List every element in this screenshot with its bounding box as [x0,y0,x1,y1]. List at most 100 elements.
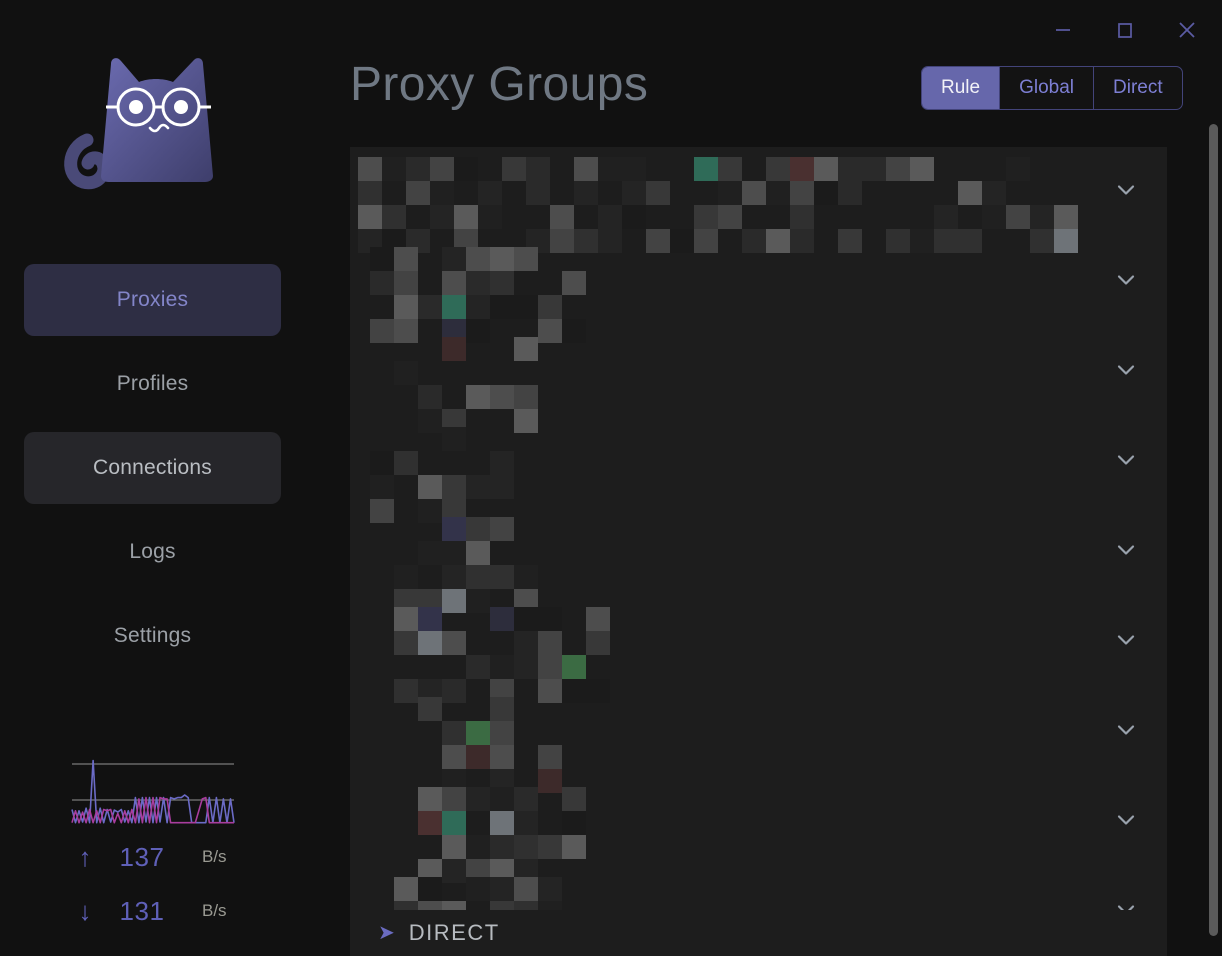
redacted-block [646,229,670,253]
chevron-down-icon[interactable] [1113,537,1139,568]
redacted-block [418,541,442,565]
redacted-block [370,271,394,295]
redacted-block [790,229,814,253]
chevron-down-icon[interactable] [1113,267,1139,298]
redacted-block [586,679,610,703]
sidebar-item-logs[interactable]: Logs [24,516,281,588]
proxy-group-row[interactable] [350,327,1167,433]
redacted-block [814,157,838,181]
redacted-block [514,787,538,811]
redacted-block [466,721,490,745]
redacted-block [622,205,646,229]
proxy-groups-panel[interactable]: ➤ DIRECT [350,147,1167,956]
redacted-block [1030,229,1054,253]
redacted-block [514,385,538,409]
redacted-block [442,337,466,361]
redacted-block [358,205,382,229]
chevron-down-icon[interactable] [1113,627,1139,658]
redacted-block [418,697,442,721]
redacted-block [538,631,562,655]
redacted-block [550,229,574,253]
mode-button-label: Direct [1113,77,1163,98]
redacted-block [814,181,838,205]
mode-button-direct[interactable]: Direct [1093,67,1182,109]
sidebar-item-connections[interactable]: Connections [24,432,281,504]
redacted-block [718,181,742,205]
sidebar-item-profiles[interactable]: Profiles [24,348,281,420]
chevron-down-icon[interactable] [1113,357,1139,388]
mode-switch-group: Rule Global Direct [921,66,1183,110]
sidebar-item-label: Profiles [116,372,189,395]
redacted-block [358,181,382,205]
redacted-block [742,181,766,205]
chevron-down-icon[interactable] [1113,717,1139,748]
redacted-block [490,745,514,769]
redacted-block [490,811,514,835]
proxy-group-row[interactable] [350,777,1167,883]
redacted-block [490,271,514,295]
redacted-block [394,271,418,295]
maximize-button[interactable] [1106,12,1144,48]
redacted-block [1054,229,1078,253]
redacted-block [394,607,418,631]
proxy-group-row[interactable] [350,597,1167,703]
redacted-block [370,499,394,523]
sidebar-item-label: Proxies [116,288,189,311]
redacted-block [490,877,514,901]
proxy-group-row[interactable] [350,507,1167,613]
redacted-block [382,205,406,229]
chevron-down-icon[interactable] [1113,177,1139,208]
proxy-group-row[interactable] [350,237,1167,343]
arrow-down-icon: ↓ [78,896,92,926]
chevron-down-icon[interactable] [1113,447,1139,478]
redacted-block [718,157,742,181]
scrollbar-thumb[interactable] [1209,124,1218,936]
proxy-group-row[interactable] [350,417,1167,523]
minimize-button[interactable] [1044,12,1082,48]
redacted-block [394,247,418,271]
redacted-block [598,157,622,181]
redacted-block [934,205,958,229]
redacted-block [514,631,538,655]
redacted-block [418,631,442,655]
redacted-block [442,295,466,319]
redacted-block [526,181,550,205]
redacted-block [454,157,478,181]
redacted-block [574,229,598,253]
redacted-block [598,205,622,229]
sidebar-item-settings[interactable]: Settings [24,600,281,672]
redacted-block [466,745,490,769]
redacted-block [466,385,490,409]
redacted-block [514,655,538,679]
page-title: Proxy Groups [350,58,649,111]
redacted-block [514,811,538,835]
redacted-block [442,835,466,859]
redacted-block [538,607,562,631]
redacted-block [478,181,502,205]
redacted-block [418,385,442,409]
sidebar-item-proxies[interactable]: Proxies [24,264,281,336]
redacted-block [538,295,562,319]
redacted-block [466,247,490,271]
close-button[interactable] [1168,12,1206,48]
redacted-block [466,565,490,589]
proxy-group-row[interactable] [350,687,1167,793]
mode-button-label: Global [1019,77,1074,98]
redacted-block [670,229,694,253]
redacted-block [442,721,466,745]
sidebar-item-label: Settings [113,624,192,647]
redacted-block [910,157,934,181]
redacted-block [442,247,466,271]
redacted-block [490,697,514,721]
redacted-block [490,721,514,745]
mode-button-rule[interactable]: Rule [922,67,1000,109]
proxy-group-row[interactable] [350,147,1167,253]
direct-entry-row[interactable]: ➤ DIRECT [350,910,1167,956]
chevron-down-icon[interactable] [1113,807,1139,838]
redacted-block [394,319,418,343]
redacted-block [790,181,814,205]
redacted-block [418,877,442,901]
redacted-block [442,631,466,655]
redacted-block [538,835,562,859]
mode-button-global[interactable]: Global [999,67,1093,109]
